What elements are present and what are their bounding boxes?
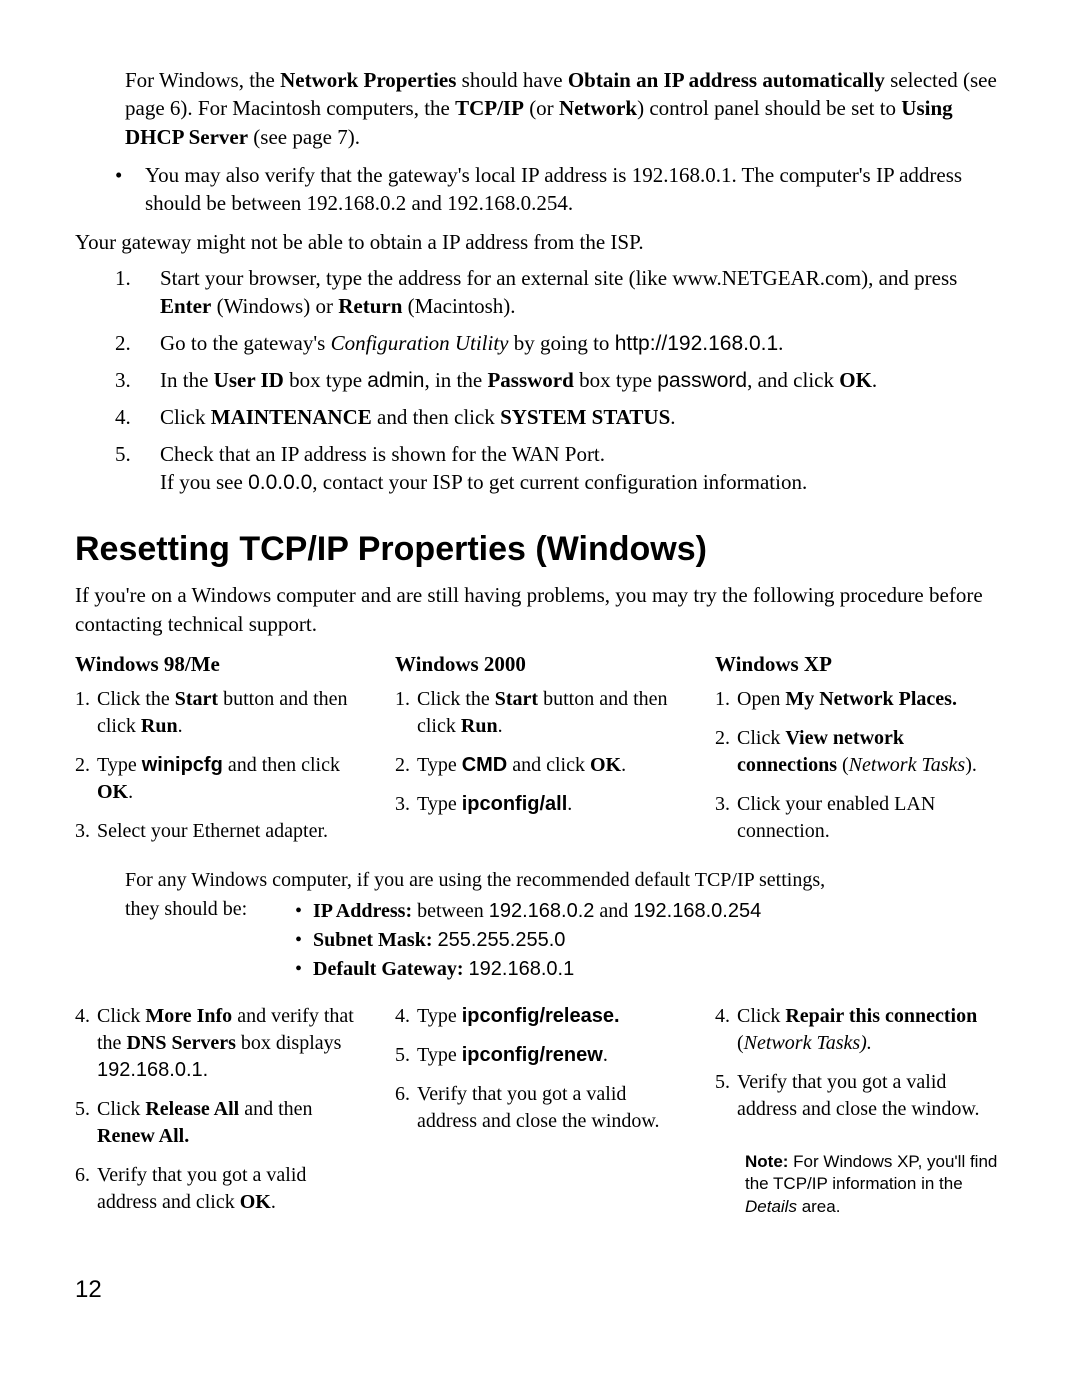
bullet-marker: • — [295, 927, 313, 954]
step-number: 1. — [75, 686, 97, 740]
note-winxp: Note: For Windows XP, you'll find the TC… — [745, 1151, 1005, 1217]
os-step: 1.Open My Network Places. — [715, 686, 1005, 713]
mid-line2: they should be: — [125, 896, 275, 985]
bullet-marker: • — [115, 161, 145, 218]
step-text: Type CMD and click OK. — [417, 752, 626, 779]
mid-tcpip-block: For any Windows computer, if you are usi… — [125, 867, 1005, 985]
page-number: 12 — [75, 1274, 1005, 1306]
step-text: Click the Start button and then click Ru… — [97, 686, 365, 740]
os-step: 3.Type ipconfig/all. — [395, 791, 685, 818]
numbered-step: 5.Check that an IP address is shown for … — [115, 440, 1005, 498]
numbered-step: 4.Click MAINTENANCE and then click SYSTE… — [115, 403, 1005, 431]
column-win98: Windows 98/Me 1.Click the Start button a… — [75, 650, 365, 853]
column-head-win2000: Windows 2000 — [395, 650, 685, 678]
step-text: Type ipconfig/renew. — [417, 1042, 608, 1069]
mid-bullet-item: •Subnet Mask: 255.255.255.0 — [295, 927, 1005, 954]
step-number: 2. — [115, 329, 160, 358]
step-text: Click Repair this connection (Network Ta… — [737, 1003, 1005, 1057]
numbered-step: 2.Go to the gateway's Configuration Util… — [115, 329, 1005, 358]
paragraph-gateway-isp: Your gateway might not be able to obtain… — [75, 228, 1005, 256]
os-step: 6.Verify that you got a valid address an… — [395, 1081, 685, 1135]
bullet-marker: • — [295, 898, 313, 925]
bullet-text: You may also verify that the gateway's l… — [145, 161, 1005, 218]
step-text: Verify that you got a valid address and … — [97, 1162, 365, 1216]
step-text: Type ipconfig/release. — [417, 1003, 620, 1030]
step-text: Verify that you got a valid address and … — [417, 1081, 685, 1135]
step-text: Type winipcfg and then click OK. — [97, 752, 365, 806]
os-step: 3.Click your enabled LAN connection. — [715, 791, 1005, 845]
os-step: 4.Type ipconfig/release. — [395, 1003, 685, 1030]
bullet-text: Subnet Mask: 255.255.255.0 — [313, 927, 565, 954]
column-win2000-bottom: 4.Type ipconfig/release.5.Type ipconfig/… — [395, 999, 685, 1224]
os-step: 4.Click More Info and verify that the DN… — [75, 1003, 365, 1084]
os-step: 5.Verify that you got a valid address an… — [715, 1069, 1005, 1123]
step-number: 5. — [715, 1069, 737, 1123]
step-number: 2. — [75, 752, 97, 806]
step-number: 5. — [395, 1042, 417, 1069]
step-number: 5. — [75, 1096, 97, 1150]
numbered-step: 1.Start your browser, type the address f… — [115, 264, 1005, 321]
step-number: 1. — [395, 686, 417, 740]
mid-bullet-item: •IP Address: between 192.168.0.2 and 192… — [295, 898, 1005, 925]
step-number: 6. — [395, 1081, 417, 1135]
column-head-winxp: Windows XP — [715, 650, 1005, 678]
step-text: Select your Ethernet adapter. — [97, 818, 328, 845]
step-number: 3. — [715, 791, 737, 845]
os-step: 2.Click View network connections (Networ… — [715, 725, 1005, 779]
os-step: 2.Type winipcfg and then click OK. — [75, 752, 365, 806]
bullet-text: IP Address: between 192.168.0.2 and 192.… — [313, 898, 761, 925]
column-win2000: Windows 2000 1.Click the Start button an… — [395, 650, 685, 853]
step-number: 2. — [395, 752, 417, 779]
step-text: Verify that you got a valid address and … — [737, 1069, 1005, 1123]
step-text: Go to the gateway's Configuration Utilit… — [160, 329, 783, 358]
step-number: 4. — [115, 403, 160, 431]
paragraph-intro: If you're on a Windows computer and are … — [75, 581, 1005, 638]
column-winxp-bottom: 4.Click Repair this connection (Network … — [715, 999, 1005, 1224]
os-step: 5.Type ipconfig/renew. — [395, 1042, 685, 1069]
mid-line1: For any Windows computer, if you are usi… — [125, 867, 1005, 894]
os-step: 2.Type CMD and click OK. — [395, 752, 685, 779]
step-number: 3. — [395, 791, 417, 818]
step-text: Click View network connections (Network … — [737, 725, 1005, 779]
bullet-text: Default Gateway: 192.168.0.1 — [313, 956, 574, 983]
step-number: 4. — [715, 1003, 737, 1057]
mid-bullet-item: •Default Gateway: 192.168.0.1 — [295, 956, 1005, 983]
step-text: Click Release All and then Renew All. — [97, 1096, 365, 1150]
step-number: 4. — [75, 1003, 97, 1084]
os-step: 5.Click Release All and then Renew All. — [75, 1096, 365, 1150]
heading-resetting-tcpip: Resetting TCP/IP Properties (Windows) — [75, 527, 1005, 573]
step-text: Click MAINTENANCE and then click SYSTEM … — [160, 403, 676, 431]
step-text: Open My Network Places. — [737, 686, 957, 713]
step-number: 2. — [715, 725, 737, 779]
os-step: 1.Click the Start button and then click … — [75, 686, 365, 740]
mid-bullets: •IP Address: between 192.168.0.2 and 192… — [295, 896, 1005, 985]
step-text: In the User ID box type admin, in the Pa… — [160, 366, 877, 395]
step-text: Click More Info and verify that the DNS … — [97, 1003, 365, 1084]
step-number: 4. — [395, 1003, 417, 1030]
bullet-verify-ip: • You may also verify that the gateway's… — [115, 161, 1005, 218]
os-step: 1.Click the Start button and then click … — [395, 686, 685, 740]
step-text: Check that an IP address is shown for th… — [160, 440, 807, 498]
column-head-win98: Windows 98/Me — [75, 650, 365, 678]
step-text: Click your enabled LAN connection. — [737, 791, 1005, 845]
column-winxp: Windows XP 1.Open My Network Places.2.Cl… — [715, 650, 1005, 853]
os-step: 4.Click Repair this connection (Network … — [715, 1003, 1005, 1057]
step-number: 3. — [75, 818, 97, 845]
step-number: 3. — [115, 366, 160, 395]
step-number: 1. — [715, 686, 737, 713]
os-step: 3.Select your Ethernet adapter. — [75, 818, 365, 845]
step-text: Type ipconfig/all. — [417, 791, 572, 818]
step-number: 6. — [75, 1162, 97, 1216]
numbered-step: 3.In the User ID box type admin, in the … — [115, 366, 1005, 395]
os-step: 6.Verify that you got a valid address an… — [75, 1162, 365, 1216]
column-win98-bottom: 4.Click More Info and verify that the DN… — [75, 999, 365, 1224]
paragraph-network-properties: For Windows, the Network Properties shou… — [125, 66, 1005, 151]
step-number: 1. — [115, 264, 160, 321]
step-number: 5. — [115, 440, 160, 498]
step-text: Click the Start button and then click Ru… — [417, 686, 685, 740]
step-text: Start your browser, type the address for… — [160, 264, 1005, 321]
bullet-marker: • — [295, 956, 313, 983]
